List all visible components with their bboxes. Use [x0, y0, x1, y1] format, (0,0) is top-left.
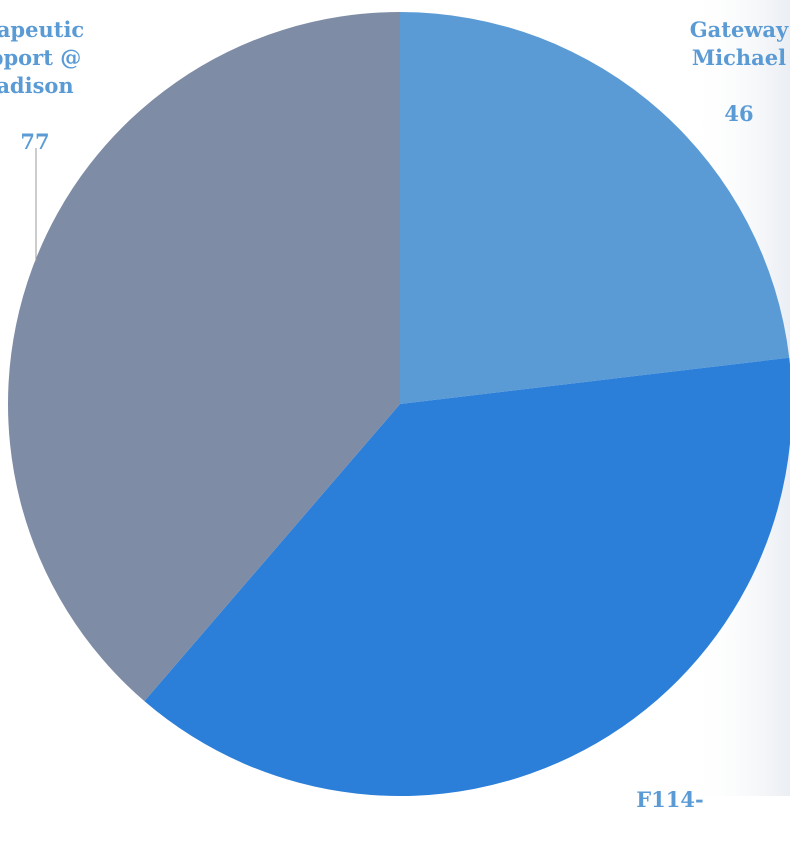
pie-chart: [7, 0, 790, 796]
data-label-f114: F114-: [610, 758, 730, 842]
slice-value-text: 46: [724, 101, 754, 126]
pie-slice-2: [7, 12, 401, 702]
data-label-gateway-michael: Gateway Michael 46: [654, 0, 790, 156]
data-label-therapeutic-support-madison: rapeutic pport @ adison 77: [0, 0, 110, 184]
slice-label-text: Gateway Michael: [689, 17, 789, 70]
pie-slice-0: [400, 12, 790, 404]
slice-label-text: F114-: [636, 787, 704, 812]
pie-slice-1: [144, 357, 790, 796]
chart-canvas: { "chart_data": { "type": "pie", "slices…: [0, 0, 790, 812]
slice-value-text: 77: [20, 129, 50, 154]
slice-label-text: rapeutic pport @ adison: [0, 17, 85, 98]
pie-slices: [7, 12, 790, 796]
